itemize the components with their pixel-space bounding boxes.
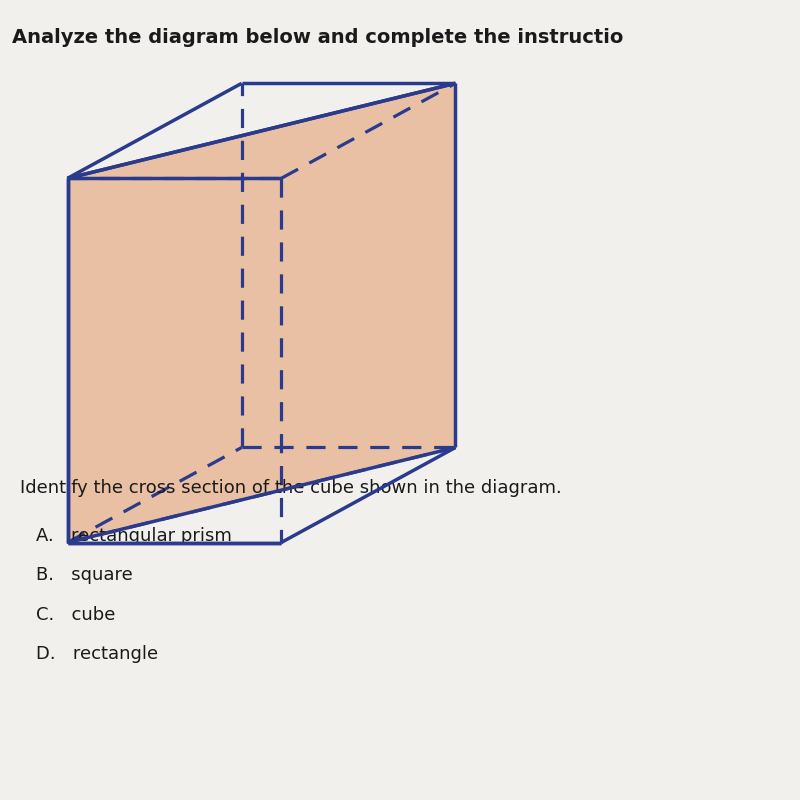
Text: A.   rectangular prism: A. rectangular prism xyxy=(36,526,232,545)
Text: Analyze the diagram below and complete the instructio: Analyze the diagram below and complete t… xyxy=(12,28,623,47)
Text: D.   rectangle: D. rectangle xyxy=(36,646,158,663)
Text: C.   cube: C. cube xyxy=(36,606,115,624)
Polygon shape xyxy=(67,83,455,542)
Text: B.   square: B. square xyxy=(36,566,133,584)
Text: Identify the cross section of the cube shown in the diagram.: Identify the cross section of the cube s… xyxy=(20,479,562,497)
